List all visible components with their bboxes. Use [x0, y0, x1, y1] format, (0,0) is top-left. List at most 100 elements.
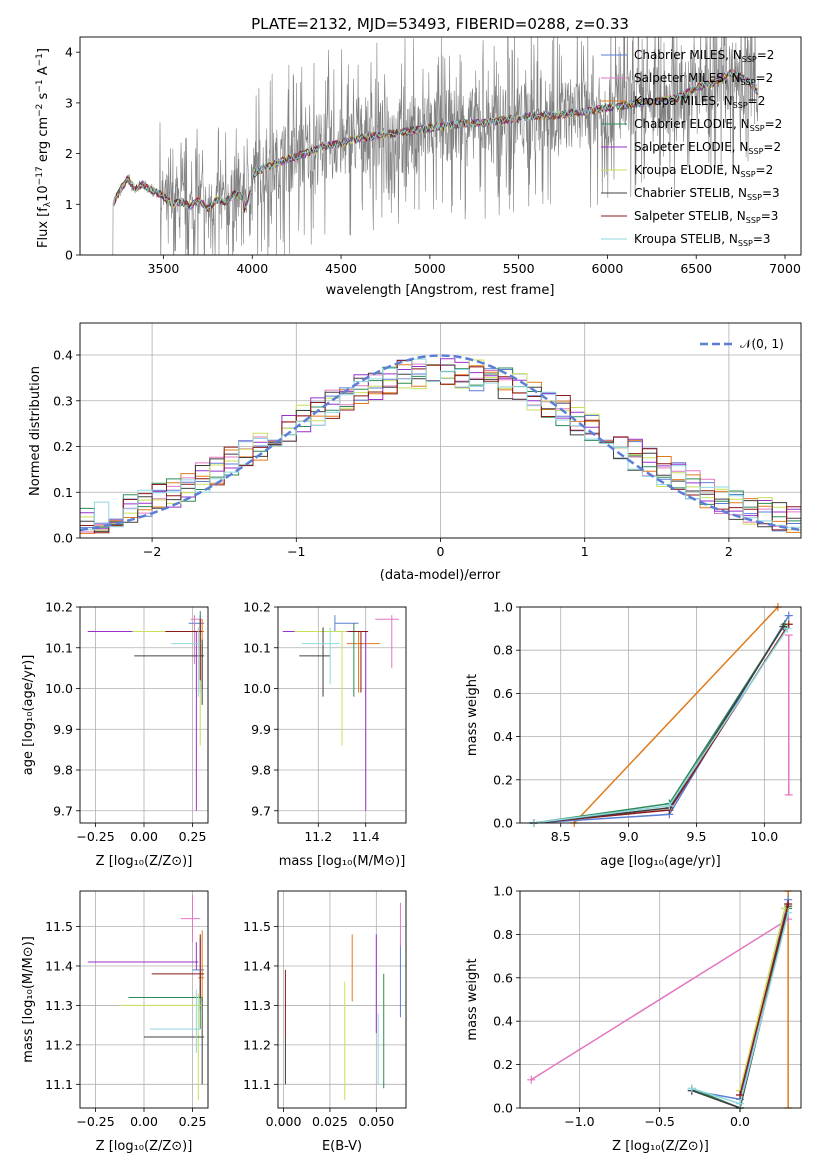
y-tick-label: 11.2 [243, 1037, 271, 1052]
axis-ylabel: age [log₁₀(age/yr)] [21, 655, 36, 776]
x-tick-label: 2 [725, 544, 733, 559]
y-tick-label: 11.1 [243, 1077, 271, 1092]
normal-reference-curve [80, 354, 801, 532]
y-tick-label: 0.4 [493, 1014, 513, 1029]
mass-weight-line [533, 623, 790, 824]
axis-xlabel: Z [log₁₀(Z/Z⊙)] [612, 1139, 709, 1154]
legend-label: Kroupa MILES, NSSP=2 [634, 94, 765, 110]
axes-frame [79, 890, 209, 1109]
model-series-line [113, 70, 758, 211]
plus-marker [735, 1090, 744, 1099]
spectrum-xlabel: wavelength [Angstrom, rest frame] [326, 283, 555, 298]
y-tick-label: 10.1 [45, 640, 73, 655]
y-tick-label: 10.0 [243, 681, 271, 696]
axes-frame [79, 606, 209, 824]
axes-frame [79, 36, 802, 256]
x-tick-label: 4500 [325, 261, 357, 276]
age-vs-mass-panel: 11.2 11.4 9.7 9.8 9.9 10.0 10.1 10.2 mass [log₁₀… [243, 600, 407, 869]
y-tick-label: 10.0 [45, 681, 73, 696]
y-tick-label: 0.0 [493, 816, 513, 831]
axis-xlabel: Z [log₁₀(Z/Z⊙)] [96, 1139, 193, 1154]
y-tick-label: 1.0 [493, 884, 513, 899]
legend-label: Chabrier ELODIE, NSSP=2 [634, 117, 782, 133]
plus-marker [665, 801, 674, 810]
y-tick-label: 0.2 [493, 1057, 513, 1072]
legend-label: 𝒩(0, 1) [740, 337, 784, 351]
y-tick-label: 0.0 [53, 531, 73, 546]
x-tick-label: 0.00 [130, 829, 158, 844]
x-tick-label: 8.5 [551, 829, 571, 844]
y-tick-label: 0.3 [53, 393, 73, 408]
axes-frame [277, 606, 407, 824]
y-tick-label: 2 [65, 146, 73, 161]
y-tick-label: 0.6 [493, 970, 513, 985]
x-tick-label: 5500 [503, 261, 535, 276]
y-tick-label: 0.2 [53, 439, 73, 454]
observed-spectrum-line [112, 37, 759, 255]
plus-marker [527, 1075, 536, 1084]
axes-frame [519, 890, 802, 1109]
x-tick-label: 0.0 [730, 1114, 750, 1129]
legend-label: Chabrier STELIB, NSSP=3 [634, 186, 780, 202]
spectrum-ylabel: Flux [fλ10−17 erg cm−2 s−1 A−1] [35, 48, 53, 248]
x-tick-label: 0.00 [130, 1114, 158, 1129]
legend-label: Salpeter ELODIE, NSSP=2 [634, 140, 781, 156]
x-tick-label: 0.000 [266, 1114, 302, 1129]
axis-xlabel: Z [log₁₀(Z/Z⊙)] [96, 854, 193, 869]
y-tick-label: 4 [65, 45, 73, 60]
mass-weight-line [573, 606, 779, 824]
y-tick-label: 10.1 [243, 640, 271, 655]
y-tick-label: 3 [65, 95, 73, 110]
x-tick-label: 4000 [236, 261, 268, 276]
mass-vs-ebv-panel: 0.000 0.025 0.050 11.1 11.2 11.3 11.4 11.5 E(B-V… [243, 890, 407, 1154]
x-tick-label: 11.2 [304, 829, 332, 844]
y-tick-label: 0.4 [53, 348, 73, 363]
axis-ylabel: mass [log₁₀(M/M⊙)] [21, 936, 36, 1063]
y-tick-label: 0.4 [493, 729, 513, 744]
legend-label: Kroupa STELIB, NSSP=3 [634, 232, 771, 248]
histogram-ylabel: Normed distribution [28, 366, 43, 496]
y-tick-label: 10.2 [45, 600, 73, 615]
plus-marker [735, 1099, 744, 1108]
y-tick-label: 9.7 [251, 803, 271, 818]
axis-xlabel: age [log₁₀(age/yr)] [600, 854, 721, 869]
legend-label: Chabrier MILES, NSSP=2 [634, 48, 774, 64]
legend-label: Salpeter MILES, NSSP=2 [634, 71, 773, 87]
y-tick-label: 9.8 [53, 763, 73, 778]
axis-xlabel: mass [log₁₀(M/M⊙)] [279, 854, 406, 869]
plus-marker [779, 622, 788, 631]
spectrum-title: PLATE=2132, MJD=53493, FIBERID=0288, z=0… [251, 15, 629, 33]
x-tick-label: 0.25 [179, 829, 207, 844]
mass-weight-line [739, 908, 786, 1091]
mass-weight-line [533, 628, 789, 824]
y-tick-label: 11.2 [45, 1037, 73, 1052]
x-tick-label: −1 [287, 544, 305, 559]
y-tick-label: 11.4 [243, 958, 271, 973]
y-tick-label: 0.8 [493, 643, 513, 658]
histogram-step-line [80, 358, 801, 534]
x-tick-label: 6000 [592, 261, 624, 276]
massweight-vs-z-panel: −1.0 −0.5 0.0 0.0 0.2 0.4 0.6 0.8 1.0 Z [log₁₀(Z/… [465, 884, 802, 1154]
mass-weight-line [533, 615, 790, 824]
y-tick-label: 10.2 [243, 600, 271, 615]
x-tick-label: 6500 [680, 261, 712, 276]
x-tick-label: 0.050 [358, 1114, 394, 1129]
plus-marker [783, 624, 792, 633]
axis-ylabel: mass weight [465, 958, 480, 1040]
axis-xlabel: E(B-V) [322, 1139, 362, 1154]
axis-ylabel: mass weight [465, 674, 480, 756]
y-tick-label: 11.5 [243, 919, 271, 934]
y-tick-label: 0.1 [53, 485, 73, 500]
x-tick-label: 1 [581, 544, 589, 559]
y-tick-label: 9.8 [251, 763, 271, 778]
x-tick-label: 5000 [414, 261, 446, 276]
massweight-vs-age-panel: 8.5 9.0 9.5 10.0 0.0 0.2 0.4 0.6 0.8 1.0 age [log₁… [465, 600, 802, 869]
y-tick-label: 0.6 [493, 686, 513, 701]
x-tick-label: 7000 [769, 261, 801, 276]
axes-frame [79, 322, 802, 539]
hist-clip-group [80, 354, 801, 534]
y-tick-label: 0 [65, 248, 73, 263]
x-tick-label: 11.4 [352, 829, 380, 844]
y-tick-label: 0.2 [493, 772, 513, 787]
